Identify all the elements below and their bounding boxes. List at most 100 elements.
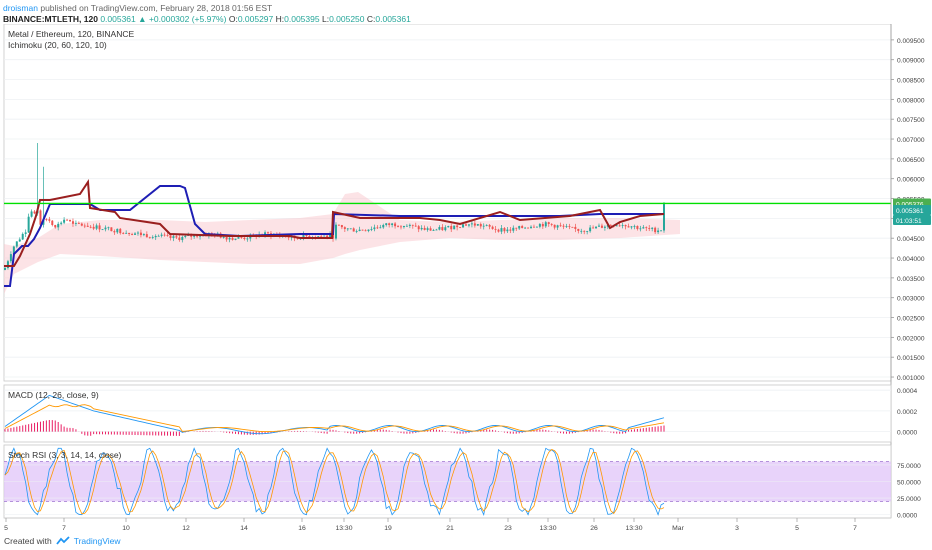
candle-body [122, 233, 125, 234]
candle-body [379, 227, 382, 229]
ichimoku-cloud [4, 192, 680, 294]
candle-body [154, 236, 157, 238]
candle-body [589, 227, 592, 232]
low-value: 0.005250 [329, 14, 365, 24]
price-tick-label: 0.007500 [897, 117, 925, 124]
candle-body [432, 230, 435, 231]
candle-body [402, 225, 405, 228]
candle-body [465, 224, 468, 226]
price-axis[interactable]: 0.009500 0.009000 0.008500 0.008000 0.007500… [890, 24, 925, 518]
time-tick-label: 14 [240, 525, 248, 532]
created-with-text: Created with [4, 536, 52, 546]
candle-body [349, 228, 352, 230]
candle-body [414, 225, 417, 227]
candle-body [376, 227, 379, 229]
candle-body [160, 234, 163, 236]
candle-body [346, 228, 349, 230]
candle-body [128, 232, 131, 235]
candle-body [642, 227, 645, 229]
stoch-tick-label: 25.0000 [897, 496, 921, 503]
price-tick-label: 0.004500 [897, 236, 925, 243]
candle-body [329, 234, 332, 238]
candle-body [482, 225, 485, 227]
candle-body [74, 223, 77, 224]
stoch-axis[interactable]: 75.0000 50.0000 25.0000 0.0000 [897, 463, 921, 520]
macd-pane[interactable]: 0.0004 0.0002 0.0000 MACD (12, 26, close, … [3, 384, 918, 443]
candle-body [399, 226, 402, 228]
candle-body [565, 226, 568, 227]
candle-body [116, 228, 119, 233]
stoch-d-line [4, 448, 665, 515]
tradingview-link[interactable]: TradingView [73, 536, 121, 546]
ichimoku-lines [4, 179, 665, 287]
candle-body [131, 234, 134, 235]
price-tick-label: 0.009000 [897, 58, 925, 65]
stoch-rsi-pane[interactable]: 75.0000 50.0000 25.0000 0.0000 Stoch RSI (3… [3, 444, 921, 520]
time-tick-label: Mar [672, 525, 684, 532]
price-tick-label: 0.003500 [897, 276, 925, 283]
candle-body [12, 246, 15, 255]
macd-pane-frame [3, 384, 892, 443]
price-pane[interactable]: 0.009500 0.009000 0.008500 0.008000 0.007500… [3, 24, 931, 518]
stoch-grid [4, 464, 891, 515]
candle-body [228, 237, 231, 240]
candle-body [83, 225, 86, 227]
candle-body [462, 224, 465, 228]
macd-tick-label: 0.0004 [897, 388, 918, 395]
candle-body [615, 225, 618, 227]
price-tick-label: 0.006500 [897, 157, 925, 164]
ohlc-bar: BINANCE:MTLETH, 120 0.005361 ▲ +0.000302… [3, 14, 411, 24]
signal-line [4, 404, 665, 433]
candle-body [648, 228, 651, 229]
candle-body [101, 229, 104, 231]
candle-body [603, 226, 606, 228]
macd-lines [4, 394, 665, 435]
macd-axis[interactable]: 0.0004 0.0002 0.0000 [897, 388, 918, 436]
candle-body [234, 238, 237, 240]
high-value: 0.005395 [284, 14, 320, 24]
candle-body [142, 234, 145, 236]
candle-body [479, 224, 482, 227]
candle-body [21, 233, 24, 240]
candle-body [592, 227, 595, 229]
candle-body [15, 241, 18, 247]
candle-body [370, 229, 373, 230]
stoch-k-line [4, 447, 665, 516]
candle-body [77, 223, 80, 224]
published-text: published on TradingView.com, February 2… [40, 3, 273, 13]
candle-body [654, 227, 657, 233]
candle-body [441, 227, 444, 231]
candle-body [334, 224, 337, 239]
price-label-text: 0.005361 [896, 208, 924, 215]
candle-body [521, 226, 524, 229]
candle-body [57, 223, 60, 228]
candle-body [503, 228, 506, 232]
close-value: 0.005361 [375, 14, 411, 24]
candle-body [438, 227, 441, 230]
tradingview-logo-icon [56, 536, 70, 546]
time-tick-label: 13:30 [625, 525, 642, 532]
candle-body [145, 234, 148, 238]
candle-body [568, 226, 571, 227]
candle-body [515, 227, 518, 229]
candle-body [630, 226, 633, 228]
candle-body [583, 230, 586, 232]
price-tick-label: 0.002000 [897, 335, 925, 342]
chart-canvas[interactable]: 0.009500 0.009000 0.008500 0.008000 0.007500… [0, 24, 932, 532]
candle-body [27, 216, 30, 233]
candle-body [577, 228, 580, 231]
candle-body [92, 226, 95, 229]
time-axis[interactable]: 5 7 10 12 14 16 13:30 19 21 23 13:30 26 13:30 Mar 3 5 7 [4, 517, 891, 532]
candle-body [657, 230, 660, 233]
author-link[interactable]: droisman [3, 3, 38, 13]
candle-body [237, 237, 240, 239]
stoch-tick-label: 50.0000 [897, 480, 921, 487]
candle-body [636, 225, 639, 229]
candle-body [367, 229, 370, 231]
symbol-label: BINANCE:MTLETH, 120 [3, 14, 98, 24]
time-tick-label: 13:30 [335, 525, 352, 532]
candle-body [361, 229, 364, 231]
candle-body [559, 225, 562, 227]
candle-body [98, 225, 101, 230]
candle-body [225, 237, 228, 240]
